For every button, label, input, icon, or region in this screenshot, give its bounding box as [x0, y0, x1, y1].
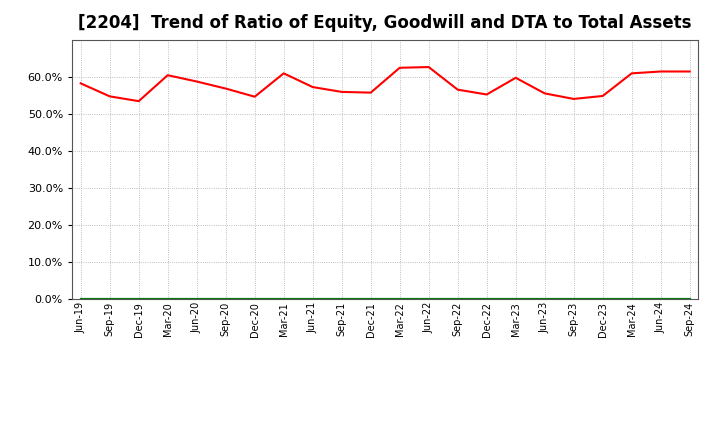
- Goodwill: [424, 297, 433, 302]
- Goodwill: [279, 297, 288, 302]
- Deferred Tax Assets: [627, 297, 636, 302]
- Deferred Tax Assets: [395, 297, 404, 302]
- Equity: [279, 71, 288, 76]
- Equity: [308, 84, 317, 90]
- Deferred Tax Assets: [308, 297, 317, 302]
- Equity: [424, 64, 433, 70]
- Equity: [76, 81, 85, 86]
- Equity: [511, 75, 520, 81]
- Equity: [541, 91, 549, 96]
- Deferred Tax Assets: [192, 297, 201, 302]
- Deferred Tax Assets: [279, 297, 288, 302]
- Goodwill: [163, 297, 172, 302]
- Equity: [221, 86, 230, 91]
- Deferred Tax Assets: [482, 297, 491, 302]
- Goodwill: [454, 297, 462, 302]
- Goodwill: [482, 297, 491, 302]
- Goodwill: [105, 297, 114, 302]
- Equity: [685, 69, 694, 74]
- Equity: [627, 71, 636, 76]
- Deferred Tax Assets: [338, 297, 346, 302]
- Deferred Tax Assets: [251, 297, 259, 302]
- Goodwill: [598, 297, 607, 302]
- Equity: [251, 94, 259, 99]
- Deferred Tax Assets: [135, 297, 143, 302]
- Goodwill: [221, 297, 230, 302]
- Goodwill: [395, 297, 404, 302]
- Equity: [366, 90, 375, 95]
- Equity: [135, 99, 143, 104]
- Equity: [482, 92, 491, 97]
- Equity: [598, 93, 607, 99]
- Goodwill: [192, 297, 201, 302]
- Deferred Tax Assets: [570, 297, 578, 302]
- Deferred Tax Assets: [598, 297, 607, 302]
- Goodwill: [135, 297, 143, 302]
- Deferred Tax Assets: [541, 297, 549, 302]
- Deferred Tax Assets: [511, 297, 520, 302]
- Goodwill: [366, 297, 375, 302]
- Deferred Tax Assets: [454, 297, 462, 302]
- Goodwill: [308, 297, 317, 302]
- Goodwill: [541, 297, 549, 302]
- Deferred Tax Assets: [657, 297, 665, 302]
- Deferred Tax Assets: [105, 297, 114, 302]
- Equity: [657, 69, 665, 74]
- Deferred Tax Assets: [76, 297, 85, 302]
- Goodwill: [627, 297, 636, 302]
- Goodwill: [685, 297, 694, 302]
- Goodwill: [570, 297, 578, 302]
- Deferred Tax Assets: [366, 297, 375, 302]
- Deferred Tax Assets: [424, 297, 433, 302]
- Line: Equity: Equity: [81, 67, 690, 101]
- Goodwill: [657, 297, 665, 302]
- Equity: [105, 94, 114, 99]
- Deferred Tax Assets: [221, 297, 230, 302]
- Equity: [395, 65, 404, 70]
- Equity: [570, 96, 578, 102]
- Equity: [192, 79, 201, 84]
- Goodwill: [76, 297, 85, 302]
- Goodwill: [511, 297, 520, 302]
- Deferred Tax Assets: [163, 297, 172, 302]
- Equity: [454, 87, 462, 92]
- Goodwill: [338, 297, 346, 302]
- Title: [2204]  Trend of Ratio of Equity, Goodwill and DTA to Total Assets: [2204] Trend of Ratio of Equity, Goodwil…: [78, 15, 692, 33]
- Goodwill: [251, 297, 259, 302]
- Equity: [338, 89, 346, 95]
- Deferred Tax Assets: [685, 297, 694, 302]
- Equity: [163, 73, 172, 78]
